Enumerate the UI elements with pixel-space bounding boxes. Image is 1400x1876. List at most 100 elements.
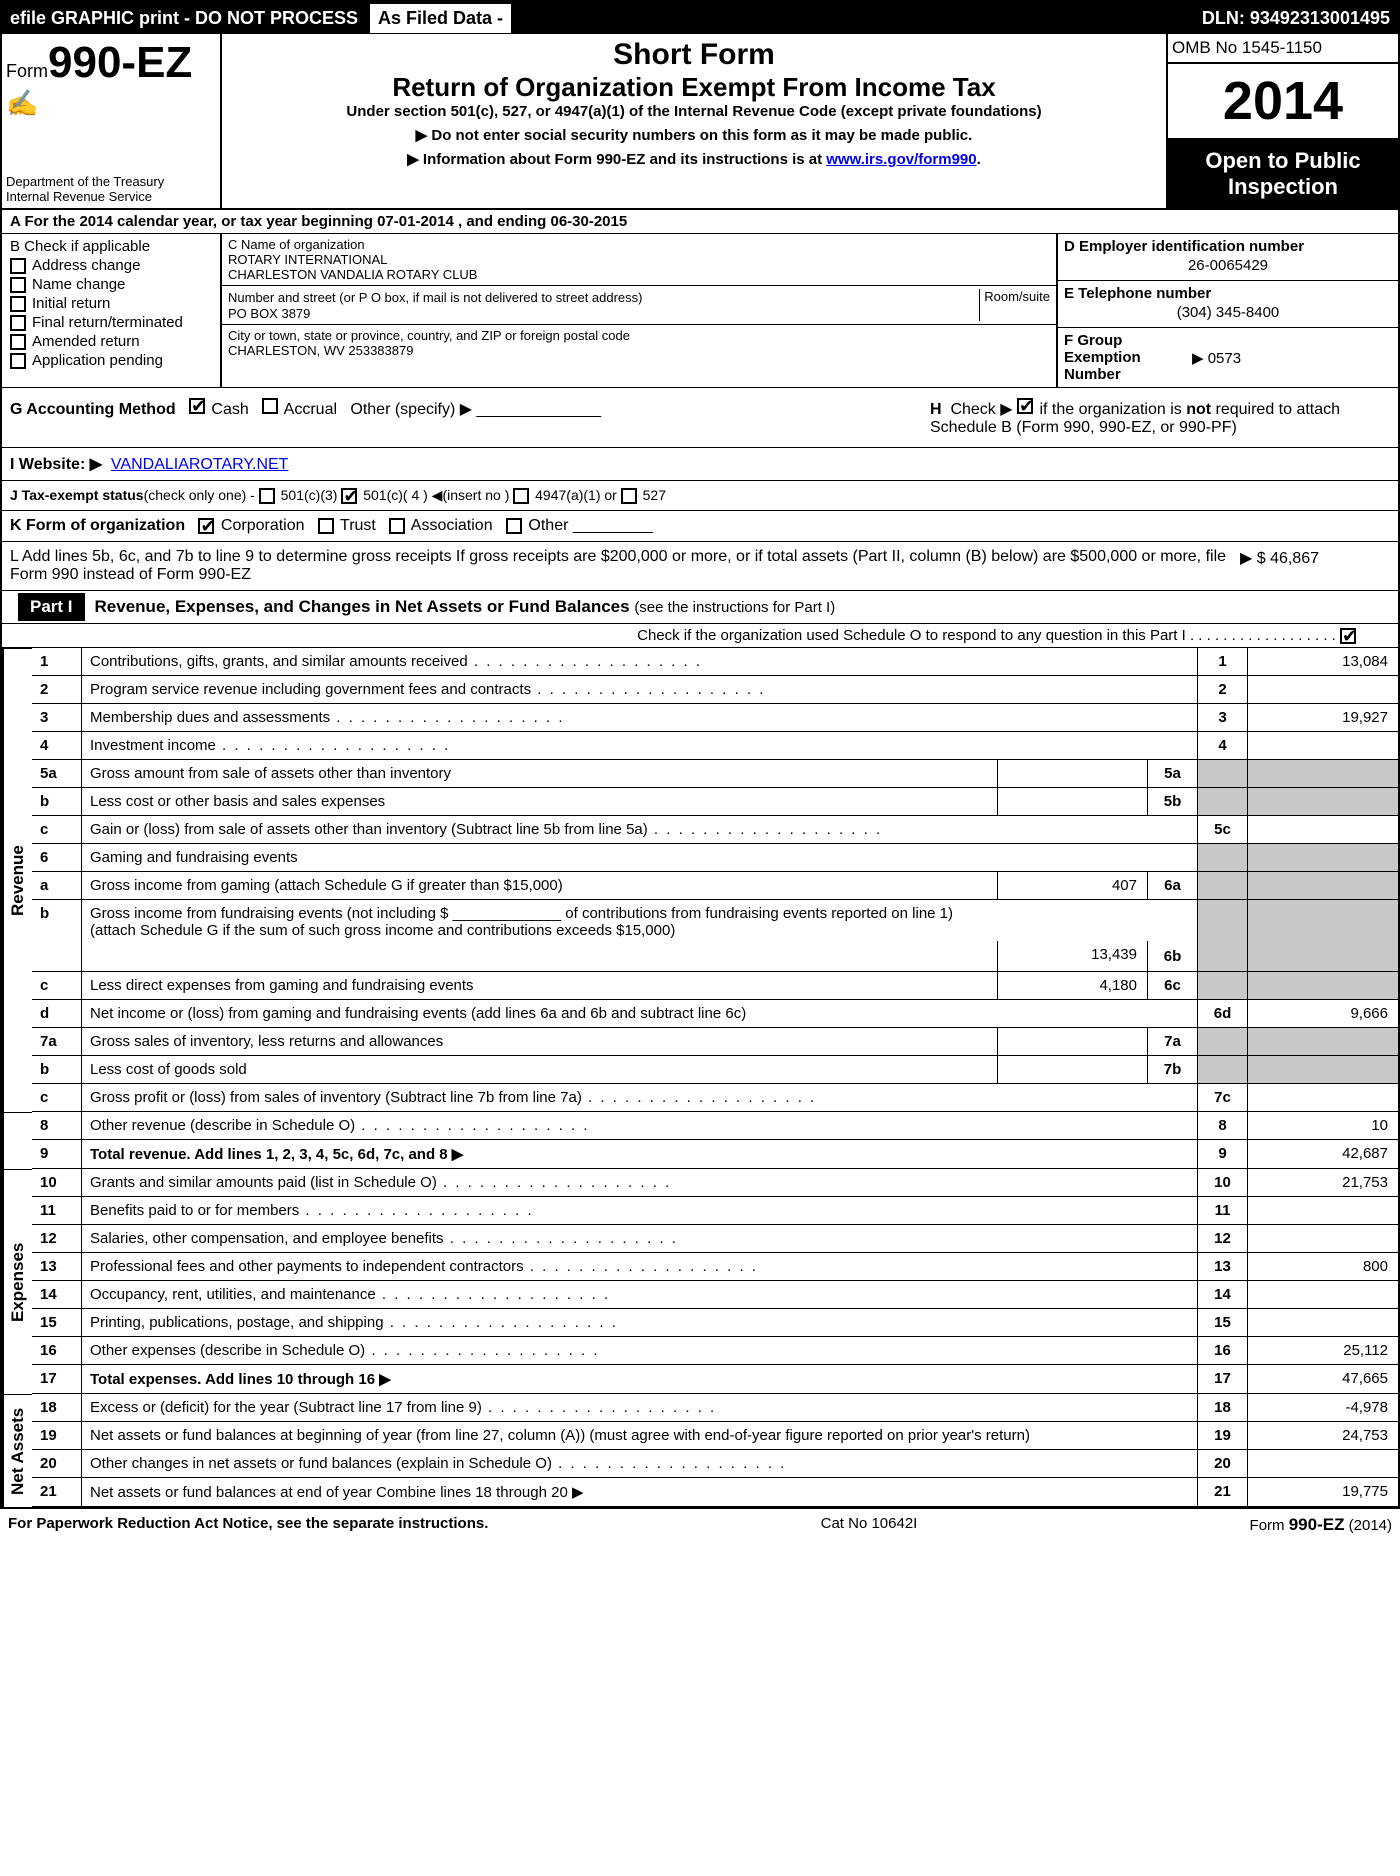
right-header-cell: OMB No 1545-1150 2014 Open to Public Ins… <box>1168 34 1398 208</box>
cb-pending[interactable] <box>10 353 26 369</box>
line-g: G Accounting Method Cash Accrual Other (… <box>10 398 930 437</box>
ein-value: 26-0065429 <box>1064 255 1392 276</box>
section-def: D Employer identification number 26-0065… <box>1058 234 1398 387</box>
val-6a: 407 <box>997 872 1147 899</box>
org-name-1: ROTARY INTERNATIONAL <box>228 252 1050 267</box>
top-bar: efile GRAPHIC print - DO NOT PROCESS As … <box>2 2 1398 34</box>
dln-number: DLN: 93492313001495 <box>1194 4 1398 33</box>
form-container: efile GRAPHIC print - DO NOT PROCESS As … <box>0 0 1400 1509</box>
line-k: K Form of organization Corporation Trust… <box>2 511 1398 542</box>
cb-4947[interactable] <box>513 488 529 504</box>
cat-number: Cat No 10642I <box>821 1515 918 1535</box>
cb-final[interactable] <box>10 315 26 331</box>
subtitle: Under section 501(c), 527, or 4947(a)(1)… <box>230 103 1158 120</box>
line-i: I Website: ▶ VANDALIAROTARY.NET <box>2 448 1398 481</box>
schedule-o-check: Check if the organization used Schedule … <box>2 624 1398 648</box>
cb-corp[interactable] <box>198 518 214 534</box>
cb-cash[interactable] <box>189 398 205 414</box>
cb-initial[interactable] <box>10 296 26 312</box>
efile-notice: efile GRAPHIC print - DO NOT PROCESS <box>2 4 366 33</box>
val-16: 25,112 <box>1248 1337 1398 1365</box>
val-11 <box>1248 1197 1398 1225</box>
b-heading: B Check if applicable <box>10 238 212 255</box>
block-g-h: G Accounting Method Cash Accrual Other (… <box>2 388 1398 448</box>
cb-address[interactable] <box>10 258 26 274</box>
city-value: CHARLESTON, WV 253383879 <box>228 343 1050 358</box>
city-label: City or town, state or province, country… <box>228 328 1050 343</box>
val-9: 42,687 <box>1248 1140 1398 1169</box>
vlabel-expenses: Expenses <box>2 1169 32 1394</box>
line-a: A For the 2014 calendar year, or tax yea… <box>2 210 1398 234</box>
line-l: L Add lines 5b, 6c, and 7b to line 9 to … <box>2 542 1398 591</box>
phone-value: (304) 345-8400 <box>1064 302 1392 323</box>
org-name-2: CHARLESTON VANDALIA ROTARY CLUB <box>228 267 1050 282</box>
dept-irs: Internal Revenue Service <box>6 189 216 204</box>
val-21: 19,775 <box>1248 1478 1398 1507</box>
cb-trust[interactable] <box>318 518 334 534</box>
cb-501c[interactable] <box>341 488 357 504</box>
website-link[interactable]: VANDALIAROTARY.NET <box>111 456 289 473</box>
return-title: Return of Organization Exempt From Incom… <box>230 72 1158 103</box>
tax-year: 2014 <box>1168 64 1398 140</box>
cb-assoc[interactable] <box>389 518 405 534</box>
val-13: 800 <box>1248 1253 1398 1281</box>
part-i-header: Part I Revenue, Expenses, and Changes in… <box>2 591 1398 624</box>
val-12 <box>1248 1225 1398 1253</box>
omb-number: OMB No 1545-1150 <box>1168 34 1398 64</box>
cb-schedule-o[interactable] <box>1340 628 1356 644</box>
val-5c <box>1248 816 1398 844</box>
open-public: Open to Public Inspection <box>1168 140 1398 208</box>
val-17: 47,665 <box>1248 1365 1398 1394</box>
gross-receipts: ▶ $ 46,867 <box>1240 548 1390 584</box>
form-header: Form990-EZ ✍ Department of the Treasury … <box>2 34 1398 210</box>
paperwork-notice: For Paperwork Reduction Act Notice, see … <box>8 1515 488 1535</box>
form-code-cell: Form990-EZ ✍ Department of the Treasury … <box>2 34 222 208</box>
info-notice: ▶ Information about Form 990-EZ and its … <box>230 150 1158 168</box>
form-label: Form <box>6 61 48 81</box>
room-label: Room/suite <box>979 289 1050 321</box>
cb-name[interactable] <box>10 277 26 293</box>
page-footer: For Paperwork Reduction Act Notice, see … <box>0 1509 1400 1541</box>
line-j: J Tax-exempt status(check only one) - 50… <box>2 481 1398 511</box>
street-label: Number and street (or P O box, if mail i… <box>228 290 643 305</box>
val-15 <box>1248 1309 1398 1337</box>
section-c: C Name of organization ROTARY INTERNATIO… <box>222 234 1058 387</box>
line-h: H Check ▶ if the organization is not req… <box>930 398 1390 437</box>
d-label: D Employer identification number <box>1064 238 1304 255</box>
val-8: 10 <box>1248 1112 1398 1140</box>
part-badge: Part I <box>18 593 85 621</box>
short-form-title: Short Form <box>230 38 1158 72</box>
val-6b: 13,439 <box>997 941 1147 971</box>
cb-other-org[interactable] <box>506 518 522 534</box>
val-6c: 4,180 <box>997 972 1147 999</box>
val-20 <box>1248 1450 1398 1478</box>
section-b-c-def: B Check if applicable Address change Nam… <box>2 234 1398 388</box>
ssn-notice: ▶ Do not enter social security numbers o… <box>230 126 1158 144</box>
val-1: 13,084 <box>1248 648 1398 676</box>
form-footer: Form 990-EZ (2014) <box>1250 1515 1392 1535</box>
title-cell: Short Form Return of Organization Exempt… <box>222 34 1168 208</box>
cb-accrual[interactable] <box>262 398 278 414</box>
val-14 <box>1248 1281 1398 1309</box>
f-label: F Group Exemption Number <box>1064 332 1184 383</box>
val-2 <box>1248 676 1398 704</box>
vlabel-revenue: Revenue <box>2 648 32 1112</box>
cb-no-schedule-b[interactable] <box>1017 398 1033 414</box>
cb-amended[interactable] <box>10 334 26 350</box>
val-18: -4,978 <box>1248 1394 1398 1422</box>
val-19: 24,753 <box>1248 1422 1398 1450</box>
val-3: 19,927 <box>1248 704 1398 732</box>
irs-link[interactable]: www.irs.gov/form990 <box>826 151 976 168</box>
group-exemption-value: ▶ 0573 <box>1192 349 1241 367</box>
street-value: PO BOX 3879 <box>228 306 979 321</box>
vlabel-netassets: Net Assets <box>2 1394 32 1507</box>
val-7c <box>1248 1084 1398 1112</box>
form-number: 990-EZ <box>48 38 192 87</box>
val-4 <box>1248 732 1398 760</box>
dept-treasury: Department of the Treasury <box>6 174 216 189</box>
val-6d: 9,666 <box>1248 1000 1398 1028</box>
cb-527[interactable] <box>621 488 637 504</box>
as-filed-label: As Filed Data - <box>370 4 511 33</box>
val-10: 21,753 <box>1248 1169 1398 1197</box>
cb-501c3[interactable] <box>259 488 275 504</box>
